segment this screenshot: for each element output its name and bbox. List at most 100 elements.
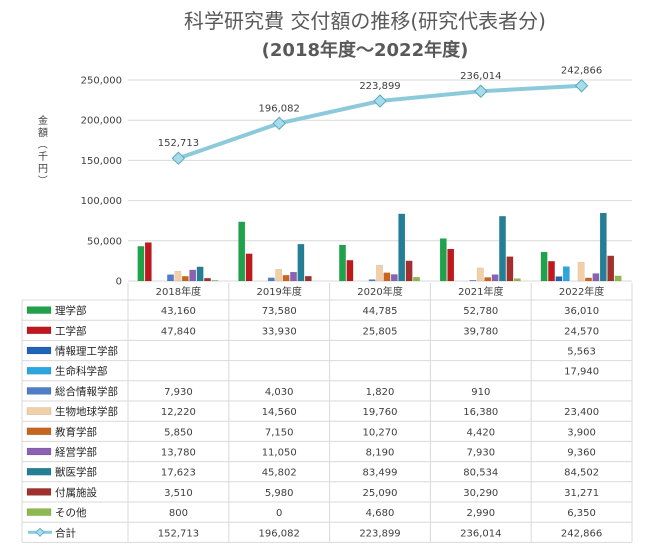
total-data-label: 152,713	[158, 138, 199, 149]
bar	[439, 238, 447, 282]
table-cell-value: 0	[276, 508, 282, 519]
bar	[275, 269, 283, 282]
bar	[562, 266, 570, 282]
bar	[297, 243, 305, 282]
table-cell-value: 24,570	[564, 326, 599, 337]
bar	[238, 221, 246, 282]
y-tick-label: 50,000	[87, 236, 122, 247]
bars	[137, 212, 622, 282]
bar	[413, 277, 420, 282]
bar	[282, 275, 290, 282]
legend-series-name: 生物地球学部	[55, 405, 118, 418]
bar	[144, 242, 152, 282]
table-cell-value: 3,510	[164, 488, 193, 499]
table-cell-value: 5,563	[567, 347, 596, 358]
table-cell-value: 14,560	[262, 407, 297, 418]
legend-color-key	[26, 387, 52, 395]
y-tick-label: 100,000	[81, 196, 122, 207]
total-point	[272, 116, 286, 131]
legend-series-name: 生命科学部	[55, 365, 108, 378]
x-category-label: 2020年度	[357, 285, 402, 298]
legend-color-key	[26, 366, 52, 375]
legend-color-key	[26, 467, 52, 476]
bar	[491, 274, 499, 282]
table-cell-value: 152,713	[158, 528, 199, 539]
table-cell-value: 25,805	[363, 326, 398, 337]
bar	[339, 244, 346, 282]
table-cell-value: 7,930	[466, 448, 495, 459]
x-category-label: 2018年度	[156, 285, 201, 298]
legend-series-name: 経営学部	[55, 446, 97, 459]
legend-color-key	[26, 407, 52, 415]
total-line: 152,713 196,082 223,899 236,014 242,866	[158, 66, 602, 165]
bar	[383, 272, 391, 282]
bar	[599, 212, 607, 282]
bar	[346, 260, 354, 282]
table-cell-value: 9,360	[567, 448, 596, 459]
table-cell-value: 8,190	[366, 448, 395, 459]
y-tick-label: 150,000	[81, 156, 122, 167]
table-cell-value: 43,160	[161, 306, 196, 317]
legend-series-name: 付属施設	[55, 486, 97, 499]
y-tick-label: 0	[116, 277, 122, 288]
bar	[592, 273, 600, 282]
table-cell-value: 6,350	[567, 508, 596, 519]
table-cell-value: 23,400	[564, 407, 599, 418]
table-cell-value: 910	[471, 387, 490, 398]
table-cell-value: 84,502	[564, 468, 599, 479]
bar	[398, 213, 406, 282]
table-cell-value: 44,785	[363, 306, 398, 317]
bar	[607, 255, 615, 282]
bar	[376, 264, 383, 282]
table-cell-value: 12,220	[161, 407, 196, 418]
table-cell-value: 30,290	[463, 488, 498, 499]
table-cell-value: 7,930	[164, 387, 193, 398]
legend-series-name: その他	[55, 506, 87, 519]
bar	[368, 279, 376, 282]
bar	[585, 277, 592, 282]
table-cell-value: 47,840	[161, 326, 196, 337]
chart-title: 科学研究費 交付額の推移(研究代表者分)	[184, 9, 546, 33]
table-cell-value: 17,940	[564, 367, 599, 378]
table-cell-value: 39,780	[463, 326, 498, 337]
x-category-label: 2022年度	[559, 285, 604, 298]
table-cell-value: 19,760	[363, 407, 398, 418]
table-cell-value: 25,090	[363, 488, 398, 499]
table-cell-value: 242,866	[561, 528, 602, 539]
table-cell-value: 236,014	[460, 528, 501, 539]
table-cell-value: 1,820	[366, 387, 395, 398]
table-cell-value: 13,780	[161, 448, 196, 459]
bar	[484, 277, 492, 282]
table-cell-value: 31,271	[564, 488, 599, 499]
bar	[476, 267, 484, 282]
legend-color-key	[26, 508, 52, 516]
table-cell-value: 3,900	[567, 427, 596, 438]
y-axis-label-char: 千	[38, 151, 48, 163]
legend-color-key	[26, 427, 52, 436]
total-data-label: 223,899	[359, 81, 400, 92]
table-cell-value: 73,580	[262, 306, 297, 317]
legend-marker-key	[35, 527, 45, 537]
bar	[499, 216, 506, 282]
table-cell-value: 7,150	[265, 427, 294, 438]
table-cell-value: 83,499	[363, 468, 398, 479]
bar	[390, 274, 398, 282]
y-axis-label-char: （	[36, 139, 48, 149]
legend-color-key	[26, 346, 52, 355]
total-data-label: 196,082	[259, 103, 300, 114]
legend-series-name: 合計	[55, 526, 76, 539]
total-point	[574, 79, 589, 93]
bar	[540, 251, 548, 282]
y-tick-label: 200,000	[81, 116, 122, 127]
bar	[267, 277, 275, 282]
bar	[469, 280, 477, 282]
table-cell-value: 4,030	[265, 387, 294, 398]
total-point	[171, 151, 186, 165]
legend-series-name: 工学部	[55, 324, 87, 337]
bar	[204, 277, 211, 282]
y-axis-label-char: ）	[36, 175, 48, 185]
bar	[548, 261, 555, 282]
table-cell-value: 4,420	[466, 427, 495, 438]
x-category-label: 2019年度	[256, 285, 301, 298]
